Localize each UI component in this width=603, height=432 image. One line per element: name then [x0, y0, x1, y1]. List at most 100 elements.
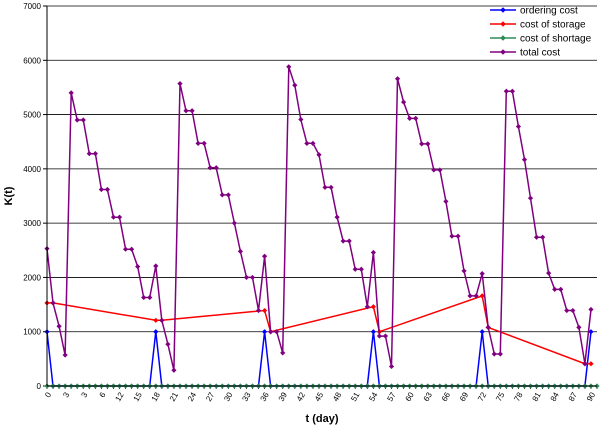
data-point [540, 234, 546, 240]
data-point [358, 266, 364, 272]
data-point [225, 192, 231, 198]
y-tick-label: 0 [37, 382, 42, 391]
data-point [141, 294, 147, 301]
data-point [370, 249, 376, 256]
data-point [564, 307, 570, 314]
data-point [388, 363, 395, 370]
data-point [243, 274, 250, 281]
data-point [98, 186, 104, 193]
data-point [237, 248, 244, 254]
y-axis-title: K(t) [3, 186, 15, 205]
x-tick-label: 24 [186, 390, 199, 403]
data-point [104, 186, 111, 193]
data-point [201, 140, 207, 146]
data-point [407, 115, 413, 121]
x-tick-label: 69 [458, 390, 471, 403]
data-point [231, 220, 237, 226]
data-point [310, 140, 316, 146]
data-point [268, 329, 274, 335]
data-point [467, 293, 473, 299]
x-tick-label: 87 [567, 390, 580, 403]
legend-marker [500, 7, 506, 13]
x-tick-label: 45 [313, 390, 326, 403]
y-tick-label: 4000 [23, 165, 41, 174]
data-point [86, 151, 92, 157]
x-tick-label: 36 [259, 390, 272, 403]
legend-item: total cost [490, 48, 560, 59]
data-point [80, 117, 86, 123]
data-point [56, 323, 62, 329]
data-point [286, 64, 292, 70]
legend-marker [500, 35, 506, 41]
data-point [533, 234, 540, 240]
series-cost-of-storage [44, 293, 594, 367]
data-point [485, 324, 491, 330]
y-tick-label: 2000 [23, 273, 41, 282]
y-tick-label: 6000 [23, 56, 41, 65]
data-point [479, 329, 485, 335]
data-point [298, 116, 304, 123]
x-tick-label: 12 [113, 390, 126, 403]
data-point [552, 286, 558, 292]
data-point [261, 253, 268, 259]
data-point [153, 329, 159, 335]
data-point [147, 294, 153, 301]
data-point [515, 123, 522, 130]
x-tick-label: 72 [476, 390, 489, 403]
data-point [479, 271, 485, 277]
x-tick-label: 33 [240, 390, 253, 403]
data-point [316, 152, 322, 158]
data-point [219, 192, 225, 198]
legend-item: cost of storage [490, 20, 586, 31]
x-tick-label: 48 [331, 390, 344, 403]
x-tick-label: 63 [422, 390, 435, 403]
legend-label: cost of storage [520, 20, 586, 31]
data-point [346, 238, 352, 244]
x-tick-label: 84 [549, 390, 562, 403]
data-point [443, 198, 449, 205]
x-tick-label: 3 [61, 390, 71, 399]
data-point [527, 195, 534, 201]
data-point [509, 88, 515, 94]
x-tick-label: 0 [43, 390, 53, 399]
y-tick-label: 5000 [23, 111, 41, 120]
legend-item: ordering cost [490, 6, 578, 17]
x-tick-label: 75 [494, 390, 507, 403]
data-point [153, 317, 159, 323]
x-tick-label: 15 [132, 390, 145, 403]
data-point [588, 361, 594, 367]
data-point [352, 266, 358, 272]
data-point [92, 151, 98, 157]
data-point [588, 306, 594, 313]
data-point [503, 88, 509, 94]
data-point [261, 329, 268, 335]
data-point [189, 108, 195, 114]
series-line [46, 331, 592, 387]
x-tick-label: 42 [295, 390, 308, 403]
data-point [582, 361, 588, 367]
x-tick-label: 60 [404, 390, 417, 403]
x-tick-label: 78 [512, 390, 525, 403]
data-point [461, 268, 467, 274]
x-tick-label: 90 [585, 390, 598, 403]
data-point [135, 263, 141, 270]
data-point [292, 82, 298, 88]
data-point [521, 157, 528, 163]
data-point [376, 333, 383, 339]
data-point [491, 351, 497, 357]
legend-label: total cost [520, 48, 560, 59]
x-tick-label: 57 [385, 390, 398, 403]
legend-marker [500, 49, 506, 55]
data-point [177, 81, 183, 87]
y-axis-ticks: 0 1000 2000 3000 4000 5000 6000 7000 [23, 2, 47, 391]
data-point [576, 324, 582, 330]
x-tick-label: 18 [150, 390, 163, 403]
x-axis-title: t (day) [306, 413, 339, 425]
legend-item: cost of shortage [490, 34, 592, 45]
data-point [159, 317, 165, 323]
data-point [570, 307, 576, 314]
y-tick-label: 7000 [23, 2, 41, 11]
series-total-cost [44, 64, 594, 373]
data-point [213, 165, 219, 171]
